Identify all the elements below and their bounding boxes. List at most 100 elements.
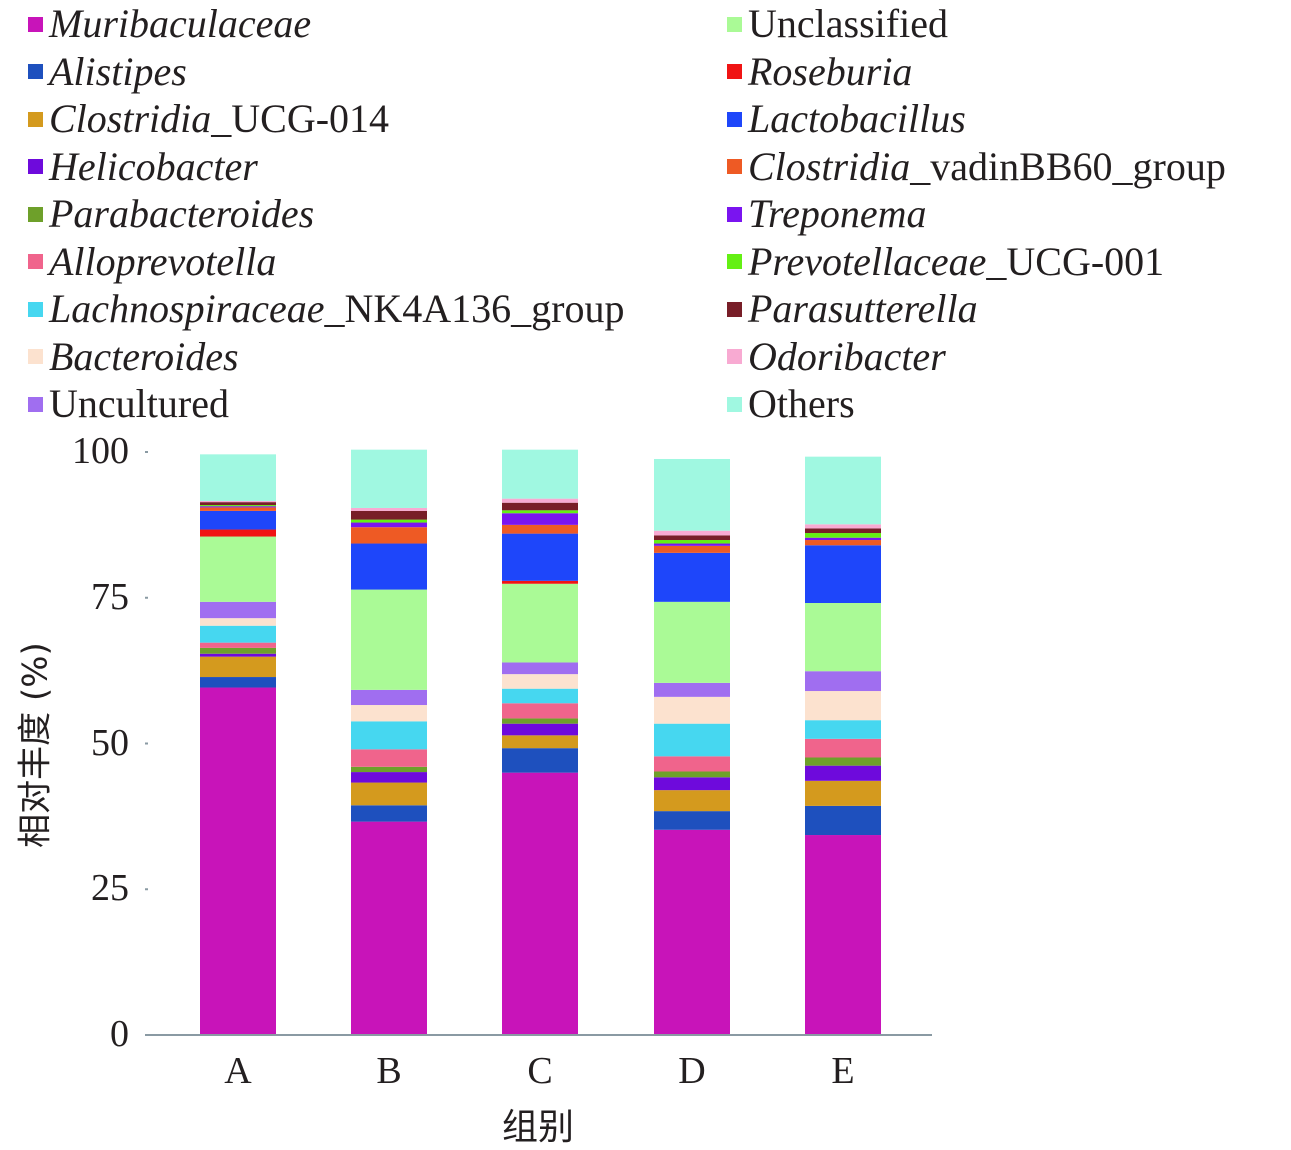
legend-item: Helicobacter <box>28 145 258 189</box>
bar-segment <box>351 805 427 822</box>
legend-label: Odoribacter <box>748 333 946 379</box>
legend-swatch <box>28 64 43 79</box>
legend-swatch <box>28 349 43 364</box>
legend-item: Clostridia_UCG-014 <box>28 97 389 141</box>
legend-swatch <box>727 159 742 174</box>
x-axis-label: 组别 <box>501 1107 575 1148</box>
y-tick-label: 100 <box>72 430 129 472</box>
legend-label: Roseburia <box>748 48 913 94</box>
bar-segment <box>200 625 276 643</box>
bar-segment <box>200 536 276 602</box>
bar-segment <box>654 811 730 830</box>
legend-label: Others <box>748 381 855 426</box>
legend-swatch <box>28 111 43 127</box>
bar-segment <box>805 780 881 806</box>
bar-segment <box>351 510 427 520</box>
legend-item: Uncultured <box>28 382 229 426</box>
bar-segment <box>805 602 881 672</box>
bar-segment <box>654 771 730 778</box>
legend-swatch <box>28 16 43 32</box>
x-tick-label: A <box>224 1050 252 1092</box>
bar-segment <box>654 530 730 536</box>
bar-segment <box>502 510 578 514</box>
x-tick-label: B <box>376 1050 402 1092</box>
legend-item: Alistipes <box>28 50 187 94</box>
bar-segment <box>502 502 578 511</box>
bar-segment <box>200 642 276 648</box>
legend-swatch <box>727 396 742 412</box>
bar-segment <box>200 506 276 508</box>
bar-segment <box>351 772 427 783</box>
bar-segment <box>351 721 427 750</box>
y-tick-label: 25 <box>91 867 129 910</box>
axes <box>145 451 932 1036</box>
bar-group-C <box>502 449 578 1035</box>
bar-segment <box>502 723 578 736</box>
legend-label: Clostridia_vadinBB60_group <box>748 143 1226 189</box>
bar-segment <box>502 580 578 584</box>
legend-swatch <box>727 111 742 127</box>
legend-item: Odoribacter <box>727 335 946 379</box>
bar-segment <box>502 688 578 704</box>
bar-segment <box>200 656 276 678</box>
bar-segment <box>351 507 427 511</box>
bar-segment <box>351 519 427 523</box>
legend-swatch <box>727 206 742 222</box>
bar-segment <box>654 777 730 791</box>
legend: Muribaculaceae Alistipes Clostridia_UCG-01… <box>0 2 1291 432</box>
bar-segment <box>654 601 730 683</box>
bar-segment <box>805 528 881 534</box>
x-tick-label: E <box>831 1050 855 1092</box>
bar-segment <box>805 540 881 546</box>
legend-label: Treponema <box>748 191 927 236</box>
legend-label: Lactobacillus <box>748 96 966 141</box>
bar-segment <box>200 687 276 1035</box>
bar-segment <box>805 456 881 525</box>
bar-segment <box>654 535 730 541</box>
bar-segment <box>502 513 578 525</box>
bar-segment <box>502 772 578 1035</box>
bar-segment <box>200 510 276 530</box>
legend-item: Alloprevotella <box>28 240 276 284</box>
bar-segment <box>654 790 730 812</box>
y-tick-label: 75 <box>91 575 129 618</box>
bar-group-A <box>200 454 276 1035</box>
bar-segment <box>502 735 578 749</box>
legend-swatch <box>28 396 43 412</box>
legend-item: Others <box>727 382 855 426</box>
legend-label: Lachnospiraceae_NK4A136_group <box>49 286 625 331</box>
bar-segment <box>200 507 276 511</box>
legend-item: Roseburia <box>727 50 912 94</box>
legend-item: Bacteroides <box>28 335 239 379</box>
bar-segment <box>654 829 730 1035</box>
legend-item: Treponema <box>727 192 927 236</box>
bar-segment <box>200 618 276 626</box>
bar-segment <box>200 500 276 503</box>
bar-segment <box>805 835 881 1035</box>
bar-segment <box>654 543 730 546</box>
bar-segment <box>805 691 881 721</box>
bar-segment <box>200 601 276 619</box>
bar-segment <box>200 505 276 507</box>
legend-swatch <box>727 254 742 269</box>
bar-segment <box>805 720 881 739</box>
legend-item: Parabacteroides <box>28 192 314 236</box>
x-tick-label: C <box>527 1050 553 1092</box>
bar-segment <box>502 662 578 675</box>
legend-label: Alistipes <box>49 48 187 94</box>
bar-segment <box>351 543 427 590</box>
bar-segment <box>502 524 578 534</box>
legend-item: Parasutterella <box>727 287 978 331</box>
legend-swatch <box>727 16 742 32</box>
legend-label: Uncultured <box>49 381 229 426</box>
bar-segment <box>351 449 427 508</box>
bar-segment <box>654 723 730 757</box>
y-axis-label: 相对丰度 (%) <box>15 642 56 848</box>
legend-swatch <box>727 349 742 364</box>
bar-segment <box>502 748 578 773</box>
bar-segment <box>200 454 276 501</box>
y-tick-label: 0 <box>110 1013 129 1055</box>
legend-label: Unclassified <box>748 1 948 46</box>
legend-swatch <box>28 254 43 269</box>
